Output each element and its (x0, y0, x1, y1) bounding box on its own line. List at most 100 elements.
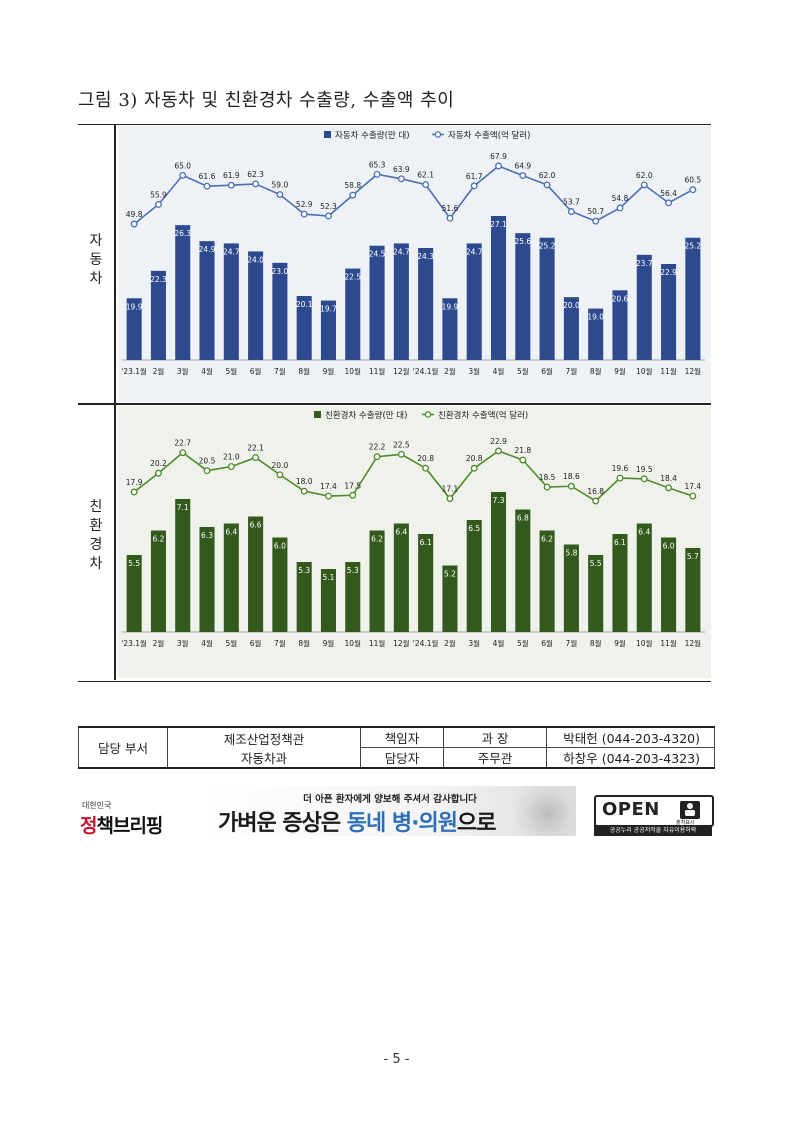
auto-chart-bar-label: 23.7 (636, 259, 653, 268)
auto-chart-bar (393, 243, 409, 360)
eco-chart-line-point (373, 453, 381, 461)
eco-chart-line-label: 18.6 (563, 472, 580, 481)
auto-chart-x-tick-label: 9월 (614, 366, 626, 376)
auto-chart-x-tick-label: 6월 (250, 366, 262, 376)
auto-chart-line-point (276, 191, 284, 198)
eco-chart-x-tick-label: 5월 (225, 638, 237, 648)
auto-chart-bar (320, 300, 337, 360)
auto-chart-x-tick-label: 10월 (636, 366, 653, 376)
banner-image (506, 786, 576, 836)
eco-chart-bar (199, 527, 215, 632)
eco-chart-bar (150, 530, 166, 632)
eco-chart-x-tick-label: 9월 (614, 638, 626, 648)
eco-chart-bar (612, 534, 628, 632)
eco-chart-line-point (276, 471, 284, 479)
auto-chart-legend-line-marker (434, 131, 442, 138)
kogl-open-license-mark[interactable]: OPEN 출처표시 공공누리 공공저작물 자유이용허락 (594, 795, 714, 837)
auto-chart-bar-label: 20.0 (563, 301, 580, 310)
banner-subtitle: 더 아픈 환자에게 양보해 주셔서 감사합니다 (303, 794, 477, 805)
auto-chart-bar (248, 251, 264, 360)
eco-chart-line-label: 20.8 (466, 454, 483, 463)
auto-chart-line-label: 62.1 (417, 171, 434, 180)
eco-chart-line-label: 20.8 (417, 454, 434, 463)
auto-chart-line-label: 62.3 (247, 170, 264, 179)
eco-chart-bar-label: 6.0 (663, 542, 675, 551)
eco-chart-x-tick-label: '24.1월 (413, 638, 439, 648)
auto-chart-bar-label: 25.2 (539, 242, 556, 251)
eco-chart-x-tick-label: 7월 (274, 638, 286, 648)
contact-row-2: 담당자 주무관 하창우 (044-203-4323) (79, 747, 715, 769)
banner-headline: 가벼운 증상은 동네 병·의원으로 (218, 805, 496, 836)
eco-chart-bar-label: 6.4 (638, 528, 650, 537)
auto-chart-x-tick-label: 7월 (566, 366, 578, 376)
eco-chart-svg: 친환경차 수출량(만 대) 친환경차 수출액(억 달러) 5.5 '23.1월 6.2 2… (118, 406, 711, 678)
auto-chart-bar-label: 24.9 (199, 245, 216, 254)
eco-chart-line-label: 22.9 (490, 437, 507, 446)
eco-chart-bar (466, 520, 482, 632)
auto-chart-bar-label: 24.5 (369, 250, 386, 259)
eco-chart-line-label: 20.5 (199, 457, 216, 466)
dept-line-2: 자동차과 (240, 750, 287, 766)
eco-chart-line-label: 17.5 (344, 481, 361, 490)
eco-chart-line-point (519, 456, 527, 464)
eco-chart-line-point (567, 482, 575, 490)
eco-chart-line-label: 17.4 (320, 482, 337, 491)
eco-chart-line-label: 20.0 (272, 461, 289, 470)
auto-chart-x-tick-label: 11월 (660, 366, 677, 376)
eco-chart-bar (661, 537, 677, 632)
auto-chart-line-point (300, 210, 308, 218)
campaign-banner[interactable]: 더 아픈 환자에게 양보해 주셔서 감사합니다 가벼운 증상은 동네 병·의원으… (204, 786, 576, 836)
page-number: - 5 - (383, 1052, 410, 1067)
eco-chart-bar-label: 5.5 (128, 559, 140, 568)
eco-chart-line-label: 21.0 (223, 453, 240, 462)
eco-chart-bar-label: 6.4 (225, 528, 237, 537)
auto-chart-line-label: 52.3 (320, 202, 337, 211)
auto-chart-legend-bar-label: 자동차 수출량(만 대) (335, 130, 410, 141)
auto-chart-line-label: 67.9 (490, 152, 507, 161)
eco-chart-bar (320, 569, 337, 632)
eco-chart: 친환경차 수출량(만 대) 친환경차 수출액(억 달러) 5.5 '23.1월 6.2 2… (118, 406, 711, 678)
auto-chart-x-tick-label: 4월 (201, 366, 213, 376)
eco-chart-legend-bar-label: 친환경차 수출량(만 대) (325, 410, 407, 421)
auto-chart-line-label: 65.0 (174, 161, 191, 170)
eco-chart-line-point (543, 483, 551, 491)
auto-chart-bar (636, 254, 652, 360)
eco-chart-line-label: 17.9 (126, 478, 143, 487)
eco-chart-x-tick-label: 12월 (393, 638, 410, 648)
eco-chart-series-line (133, 450, 694, 503)
eco-chart-line-label: 16.8 (587, 487, 604, 496)
auto-chart-line-label: 51.6 (442, 204, 459, 213)
auto-chart-bar (272, 262, 288, 360)
role-cell: 책임자 (360, 726, 444, 748)
eco-chart-bar-label: 7.3 (493, 496, 505, 505)
auto-chart-line-point (640, 181, 648, 189)
eco-chart-x-tick-label: 11월 (660, 638, 677, 648)
eco-chart-x-tick-label: 10월 (345, 638, 362, 648)
auto-chart-bar-label: 24.0 (247, 255, 264, 264)
eco-chart-bar (248, 516, 264, 632)
dept-header: 담당 부서 (78, 726, 168, 769)
auto-chart-series-line (133, 165, 694, 225)
eco-chart-bar (369, 530, 385, 632)
auto-chart-bar (612, 290, 628, 360)
row-label-eco-text: 친 환 경 차 (89, 499, 103, 572)
banner-headline-a: 가벼운 증상은 (218, 811, 347, 836)
auto-chart-bar (515, 233, 531, 360)
eco-chart-legend-bar-swatch (314, 411, 321, 418)
eco-chart-bar-label: 6.2 (541, 535, 553, 544)
auto-chart-x-tick-label: 8월 (590, 366, 602, 376)
auto-chart-line-point (495, 162, 502, 170)
banner-headline-c: 으로 (456, 811, 496, 836)
eco-chart-x-tick-label: 4월 (493, 638, 505, 648)
auto-chart-bar (150, 270, 166, 360)
open-box: OPEN 출처표시 (594, 795, 714, 827)
auto-chart-line-label: 62.0 (539, 171, 556, 180)
eco-chart-line-label: 20.2 (150, 459, 167, 468)
eco-chart-bar-label: 6.3 (201, 531, 213, 540)
eco-chart-x-tick-label: 2월 (444, 638, 456, 648)
eco-chart-x-tick-label: 9월 (323, 638, 335, 648)
eco-chart-bar (490, 492, 507, 632)
eco-chart-x-tick-label: 8월 (298, 638, 310, 648)
eco-chart-bar (418, 534, 434, 632)
policy-briefing-logo[interactable]: 대한민국 정책브리핑 (80, 800, 170, 837)
